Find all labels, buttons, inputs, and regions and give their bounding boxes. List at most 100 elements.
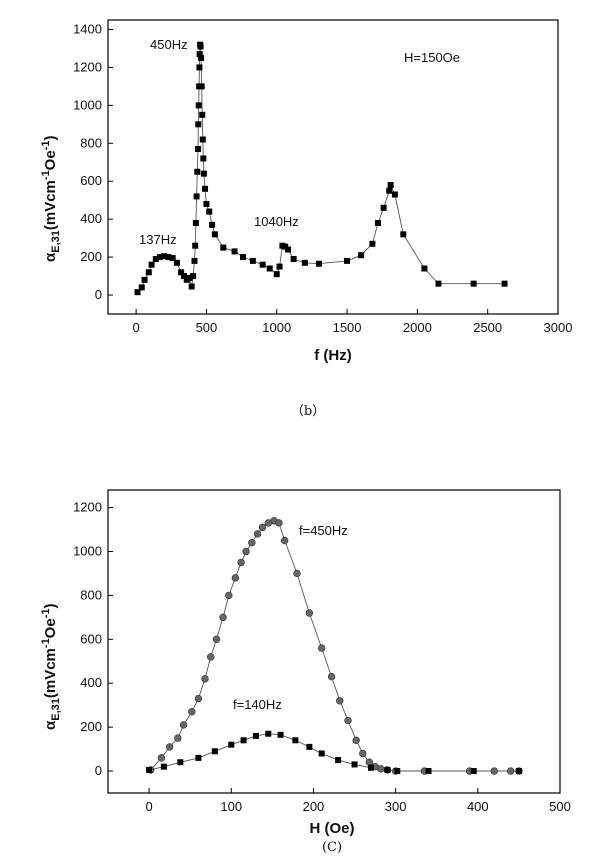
chart-c-data-point	[365, 758, 374, 766]
chart-c-data-point	[237, 558, 245, 567]
chart-b-data-point	[301, 259, 308, 266]
plot-frame-b	[107, 19, 559, 315]
chart-b-data-point	[470, 280, 477, 287]
chart-c-data-point	[157, 754, 166, 762]
chart-c-x-tick-label: 400	[467, 799, 489, 814]
annotation-140hz-series: f=140Hz	[233, 697, 282, 712]
chart-b-data-point	[400, 231, 407, 238]
chart-c-data-point	[336, 697, 344, 705]
chart-c-data-point	[253, 530, 262, 538]
annotation-field: H=150Oe	[404, 50, 460, 65]
y-axis-label-c: αE,31(mVcm-1Oe-1)	[40, 604, 62, 730]
chart-c-data-point	[275, 519, 283, 527]
y-axis-label-b: αE,31(mVcm-1Oe-1)	[40, 136, 62, 262]
chart-b-data-point	[358, 252, 365, 259]
chart-c-data-point	[252, 732, 259, 739]
chart-c-series-line-0	[150, 520, 519, 772]
chart-b-y-tick-label: 200	[80, 249, 102, 264]
plot-frame-c	[107, 489, 561, 794]
chart-c-data-point	[231, 574, 240, 582]
chart-b-data-point	[180, 273, 187, 280]
annotation-450hz-series: f=450Hz	[299, 523, 348, 538]
chart-c-data-point	[228, 741, 235, 748]
chart-b-data-point	[192, 242, 199, 249]
chart-b-x-tick-label: 2500	[473, 320, 502, 335]
series-marks-b	[134, 41, 508, 296]
chart-c-data-point	[219, 613, 227, 622]
chart-b-data-point	[421, 265, 428, 272]
chart-c-x-tick-label: 0	[145, 799, 152, 814]
chart-b-y-tick-label: 400	[80, 211, 102, 226]
chart-c-data-point	[258, 523, 267, 532]
chart-b-data-point	[200, 155, 207, 162]
chart-c-series-line-1	[149, 733, 519, 772]
chart-c-data-point	[211, 748, 218, 755]
chart-b-data-point	[191, 257, 198, 264]
chart-c-data-point	[351, 761, 358, 768]
chart-c-x-tick-label: 300	[385, 799, 407, 814]
chart-b-data-point	[273, 271, 280, 278]
chart-c-data-point	[225, 591, 233, 600]
chart-b-data-point	[259, 261, 266, 268]
chart-b-data-point	[197, 43, 204, 50]
chart-b-data-point	[386, 187, 393, 194]
chart-c-data-point	[165, 743, 174, 751]
chart-b-y-tick-label: 600	[80, 173, 102, 188]
chart-c-data-point	[160, 763, 167, 770]
chart-b-x-tick-label: 1500	[333, 320, 362, 335]
chart-b-data-point	[145, 269, 152, 276]
series-marks-c	[146, 517, 523, 775]
chart-b-data-point	[387, 182, 394, 189]
chart-c-data-point	[377, 765, 385, 773]
chart-c-data-point	[174, 734, 182, 742]
chart-b-data-point	[203, 200, 210, 207]
chart-c-data-point	[188, 708, 196, 716]
chart-b-data-point	[195, 102, 202, 109]
chart-b-data-point	[157, 254, 164, 261]
chart-c-data-point	[335, 757, 342, 764]
chart-b-data-point	[161, 253, 168, 260]
chart-b-y-tick-label: 0	[95, 287, 102, 302]
chart-c-y-tick-label: 400	[80, 675, 102, 690]
chart-b-data-point	[192, 219, 199, 226]
chart-c-data-point	[240, 737, 247, 744]
caption-b: （b）	[291, 404, 325, 419]
chart-b-data-point	[369, 240, 376, 247]
chart-c-data-point	[327, 672, 336, 681]
chart-b-data-point	[501, 280, 508, 287]
axis-ticks-b: 0 500 1000 1500 2000 2500 3000 0 200 400 600 800 100…	[73, 21, 572, 335]
chart-b-data-point	[206, 208, 213, 215]
chart-b-data-point	[202, 185, 209, 192]
chart-c-x-tick-label: 100	[220, 799, 242, 814]
chart-b-data-point	[276, 263, 283, 270]
chart-b-y-tick-label: 800	[80, 135, 102, 150]
chart-b-data-point	[194, 168, 201, 175]
chart-c-data-point	[212, 635, 221, 644]
chart-b-data-point	[152, 255, 159, 262]
annotation-1040hz: 1040Hz	[254, 214, 299, 229]
chart-c-data-point	[490, 767, 498, 775]
chart-b-data-point	[188, 283, 195, 290]
chart-c-y-tick-label: 1200	[73, 500, 102, 515]
chart-b-data-point	[240, 254, 246, 261]
annotation-137hz: 137Hz	[139, 232, 177, 247]
chart-b-data-point	[199, 136, 206, 143]
chart-c-data-point	[305, 609, 314, 617]
chart-b-data-point	[315, 260, 322, 267]
chart-b-series-line-0	[137, 44, 505, 293]
chart-c-data-point	[201, 675, 209, 683]
chart-c-y-tick-label: 1000	[73, 543, 102, 558]
chart-b-data-point	[198, 54, 205, 61]
chart-b-data-point	[134, 289, 141, 296]
chart-c-y-tick-label: 0	[95, 763, 102, 778]
chart-c-data-point	[318, 750, 325, 757]
chart-b-x-tick-label: 0	[133, 320, 140, 335]
chart-b-x-tick-label: 3000	[544, 320, 573, 335]
chart-b-data-point	[249, 257, 256, 264]
chart-c-data-point	[265, 730, 272, 737]
chart-c-data-point	[194, 694, 203, 703]
chart-c-data-point	[394, 768, 401, 775]
chart-b-data-point	[195, 145, 201, 152]
chart-b-data-point	[165, 254, 172, 261]
chart-b-data-point	[375, 219, 381, 226]
